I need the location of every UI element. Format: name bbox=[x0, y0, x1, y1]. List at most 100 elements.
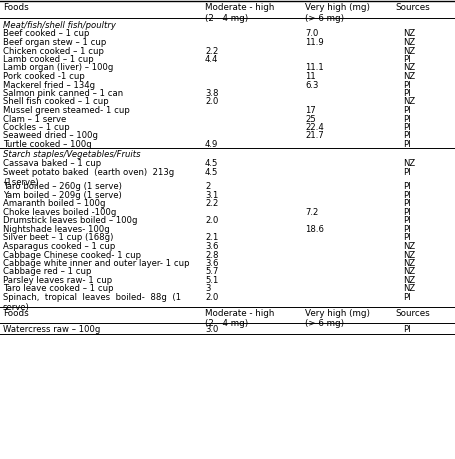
Text: NZ: NZ bbox=[402, 275, 414, 285]
Text: Clam – 1 serve: Clam – 1 serve bbox=[3, 114, 66, 123]
Text: 21.7: 21.7 bbox=[304, 131, 323, 140]
Text: 22.4: 22.4 bbox=[304, 123, 323, 132]
Text: PI: PI bbox=[402, 131, 410, 140]
Text: 5.1: 5.1 bbox=[205, 275, 218, 285]
Text: Sources: Sources bbox=[394, 308, 429, 317]
Text: 2.2: 2.2 bbox=[205, 199, 218, 208]
Text: Very high (mg)
(> 6 mg): Very high (mg) (> 6 mg) bbox=[304, 4, 369, 23]
Text: PI: PI bbox=[402, 199, 410, 208]
Text: Cabbage red – 1 cup: Cabbage red – 1 cup bbox=[3, 267, 91, 276]
Text: 2.8: 2.8 bbox=[205, 250, 218, 259]
Text: NZ: NZ bbox=[402, 38, 414, 47]
Text: Foods: Foods bbox=[3, 4, 29, 12]
Text: Lamb cooked – 1 cup: Lamb cooked – 1 cup bbox=[3, 55, 93, 64]
Text: 17: 17 bbox=[304, 106, 315, 115]
Text: Beef organ stew – 1 cup: Beef organ stew – 1 cup bbox=[3, 38, 106, 47]
Text: PI: PI bbox=[402, 292, 410, 302]
Text: 25: 25 bbox=[304, 114, 315, 123]
Text: 18.6: 18.6 bbox=[304, 224, 323, 234]
Text: 11: 11 bbox=[304, 72, 315, 81]
Text: PI: PI bbox=[402, 182, 410, 191]
Text: 5.7: 5.7 bbox=[205, 267, 218, 276]
Text: Taro boiled – 260g (1 serve): Taro boiled – 260g (1 serve) bbox=[3, 182, 121, 191]
Text: Foods: Foods bbox=[3, 308, 29, 317]
Text: Lamb organ (liver) – 100g: Lamb organ (liver) – 100g bbox=[3, 63, 113, 73]
Text: 4.9: 4.9 bbox=[205, 140, 218, 149]
Text: Choke leaves boiled -100g: Choke leaves boiled -100g bbox=[3, 207, 116, 217]
Text: PI: PI bbox=[402, 233, 410, 242]
Text: 2.2: 2.2 bbox=[205, 46, 218, 56]
Text: Sweet potato baked  (earth oven)  213g
(1serve): Sweet potato baked (earth oven) 213g (1s… bbox=[3, 168, 174, 187]
Text: 11.9: 11.9 bbox=[304, 38, 323, 47]
Text: Taro leave cooked – 1 cup: Taro leave cooked – 1 cup bbox=[3, 284, 113, 293]
Text: Shell fish cooked – 1 cup: Shell fish cooked – 1 cup bbox=[3, 97, 108, 106]
Text: NZ: NZ bbox=[402, 72, 414, 81]
Text: PI: PI bbox=[402, 224, 410, 234]
Text: Turtle cooked – 100g: Turtle cooked – 100g bbox=[3, 140, 91, 149]
Text: 3.6: 3.6 bbox=[205, 241, 218, 251]
Text: NZ: NZ bbox=[402, 241, 414, 251]
Text: 7.2: 7.2 bbox=[304, 207, 318, 217]
Text: 11.1: 11.1 bbox=[304, 63, 323, 73]
Text: Mussel green steamed- 1 cup: Mussel green steamed- 1 cup bbox=[3, 106, 130, 115]
Text: Cabbage Chinese cooked- 1 cup: Cabbage Chinese cooked- 1 cup bbox=[3, 250, 141, 259]
Text: Cassava baked – 1 cup: Cassava baked – 1 cup bbox=[3, 159, 101, 168]
Text: PI: PI bbox=[402, 55, 410, 64]
Text: Very high (mg)
(> 6 mg): Very high (mg) (> 6 mg) bbox=[304, 308, 369, 328]
Text: PI: PI bbox=[402, 207, 410, 217]
Text: NZ: NZ bbox=[402, 284, 414, 293]
Text: 3.8: 3.8 bbox=[205, 89, 218, 98]
Text: Silver beet – 1 cup (168g): Silver beet – 1 cup (168g) bbox=[3, 233, 113, 242]
Text: Parsley leaves raw- 1 cup: Parsley leaves raw- 1 cup bbox=[3, 275, 112, 285]
Text: 2.1: 2.1 bbox=[205, 233, 218, 242]
Text: Starch staples/Vegetables/Fruits: Starch staples/Vegetables/Fruits bbox=[3, 150, 140, 159]
Text: Moderate - high
(2 - 4 mg): Moderate - high (2 - 4 mg) bbox=[205, 4, 274, 23]
Text: Moderate - high
(2 - 4 mg): Moderate - high (2 - 4 mg) bbox=[205, 308, 274, 328]
Text: 3.1: 3.1 bbox=[205, 190, 218, 200]
Text: Cabbage white inner and outer layer- 1 cup: Cabbage white inner and outer layer- 1 c… bbox=[3, 258, 189, 268]
Text: NZ: NZ bbox=[402, 159, 414, 168]
Text: NZ: NZ bbox=[402, 250, 414, 259]
Text: NZ: NZ bbox=[402, 258, 414, 268]
Text: Seaweed dried – 100g: Seaweed dried – 100g bbox=[3, 131, 98, 140]
Text: 6.3: 6.3 bbox=[304, 80, 318, 90]
Text: 3.6: 3.6 bbox=[205, 258, 218, 268]
Text: Nightshade leaves- 100g: Nightshade leaves- 100g bbox=[3, 224, 110, 234]
Text: PI: PI bbox=[402, 325, 410, 334]
Text: 3.0: 3.0 bbox=[205, 325, 218, 334]
Text: 4.5: 4.5 bbox=[205, 159, 218, 168]
Text: Salmon pink canned – 1 can: Salmon pink canned – 1 can bbox=[3, 89, 123, 98]
Text: NZ: NZ bbox=[402, 63, 414, 73]
Text: PI: PI bbox=[402, 106, 410, 115]
Text: 4.4: 4.4 bbox=[205, 55, 218, 64]
Text: Watercress raw – 100g: Watercress raw – 100g bbox=[3, 325, 100, 334]
Text: 2.0: 2.0 bbox=[205, 292, 218, 302]
Text: NZ: NZ bbox=[402, 46, 414, 56]
Text: PI: PI bbox=[402, 168, 410, 177]
Text: PI: PI bbox=[402, 80, 410, 90]
Text: Beef cooked – 1 cup: Beef cooked – 1 cup bbox=[3, 29, 89, 39]
Text: PI: PI bbox=[402, 123, 410, 132]
Text: Drumstick leaves boiled – 100g: Drumstick leaves boiled – 100g bbox=[3, 216, 137, 225]
Text: Sources: Sources bbox=[394, 4, 429, 12]
Text: 7.0: 7.0 bbox=[304, 29, 318, 39]
Text: 2: 2 bbox=[205, 182, 210, 191]
Text: PI: PI bbox=[402, 190, 410, 200]
Text: Yam boiled – 209g (1 serve): Yam boiled – 209g (1 serve) bbox=[3, 190, 121, 200]
Text: Meat/fish/shell fish/poultry: Meat/fish/shell fish/poultry bbox=[3, 21, 116, 29]
Text: Pork cooked -1 cup: Pork cooked -1 cup bbox=[3, 72, 85, 81]
Text: PI: PI bbox=[402, 140, 410, 149]
Text: 2.0: 2.0 bbox=[205, 97, 218, 106]
Text: 4.5: 4.5 bbox=[205, 168, 218, 177]
Text: NZ: NZ bbox=[402, 267, 414, 276]
Text: Mackerel fried – 134g: Mackerel fried – 134g bbox=[3, 80, 95, 90]
Text: NZ: NZ bbox=[402, 97, 414, 106]
Text: 2.0: 2.0 bbox=[205, 216, 218, 225]
Text: Asparagus cooked – 1 cup: Asparagus cooked – 1 cup bbox=[3, 241, 115, 251]
Text: Amaranth boiled – 100g: Amaranth boiled – 100g bbox=[3, 199, 105, 208]
Text: 3: 3 bbox=[205, 284, 210, 293]
Text: PI: PI bbox=[402, 216, 410, 225]
Text: PI: PI bbox=[402, 89, 410, 98]
Text: Chicken cooked – 1 cup: Chicken cooked – 1 cup bbox=[3, 46, 104, 56]
Text: Cockles – 1 cup: Cockles – 1 cup bbox=[3, 123, 70, 132]
